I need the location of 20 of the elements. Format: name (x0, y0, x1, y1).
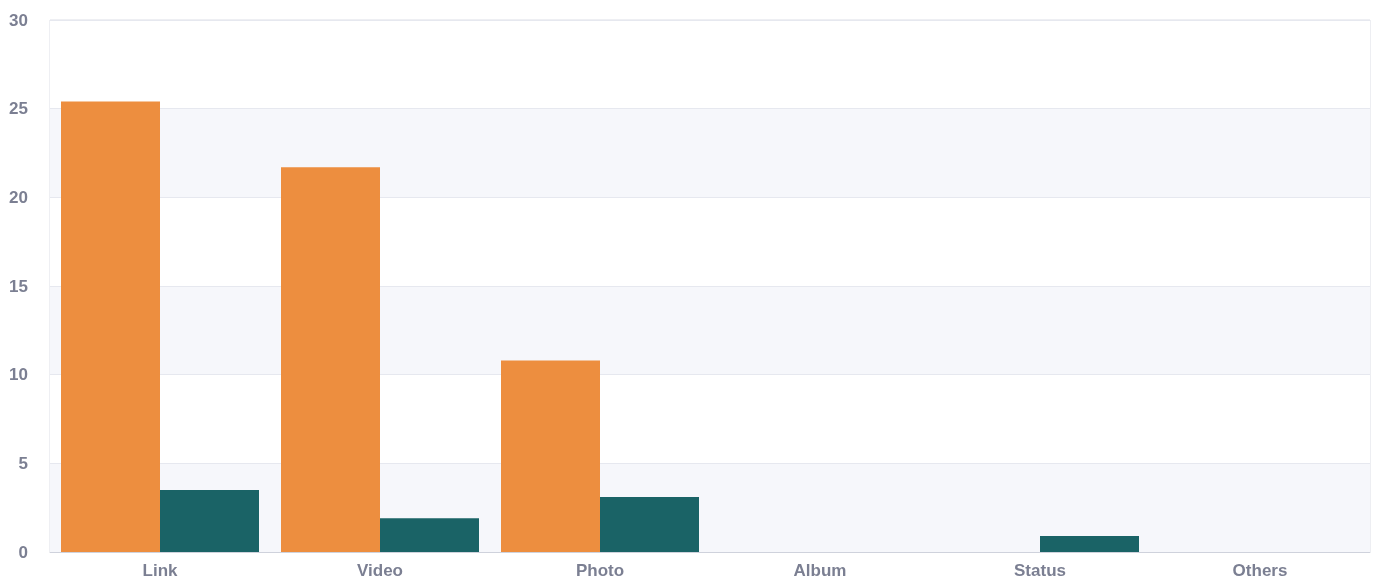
bar (160, 489, 259, 552)
bar (61, 101, 160, 552)
bar (501, 360, 600, 552)
x-tick-label: Link (142, 561, 179, 580)
bar (1040, 536, 1139, 552)
x-tick-label: Video (357, 561, 403, 580)
x-tick-label: Status (1014, 561, 1066, 580)
x-tick-label: Album (793, 561, 847, 580)
bar (380, 518, 479, 552)
bar (600, 497, 699, 552)
y-tick-label: 10 (9, 365, 28, 385)
y-tick-label: 25 (9, 99, 28, 119)
y-tick-label: 15 (9, 276, 28, 296)
y-tick-label: 0 (18, 542, 28, 562)
x-tick-label: Others (1232, 561, 1288, 580)
y-tick-label: 20 (9, 187, 28, 207)
y-tick-label: 5 (18, 453, 28, 473)
x-tick-label: Photo (575, 561, 625, 580)
y-tick-label: 30 (9, 10, 28, 30)
bar (281, 167, 380, 552)
